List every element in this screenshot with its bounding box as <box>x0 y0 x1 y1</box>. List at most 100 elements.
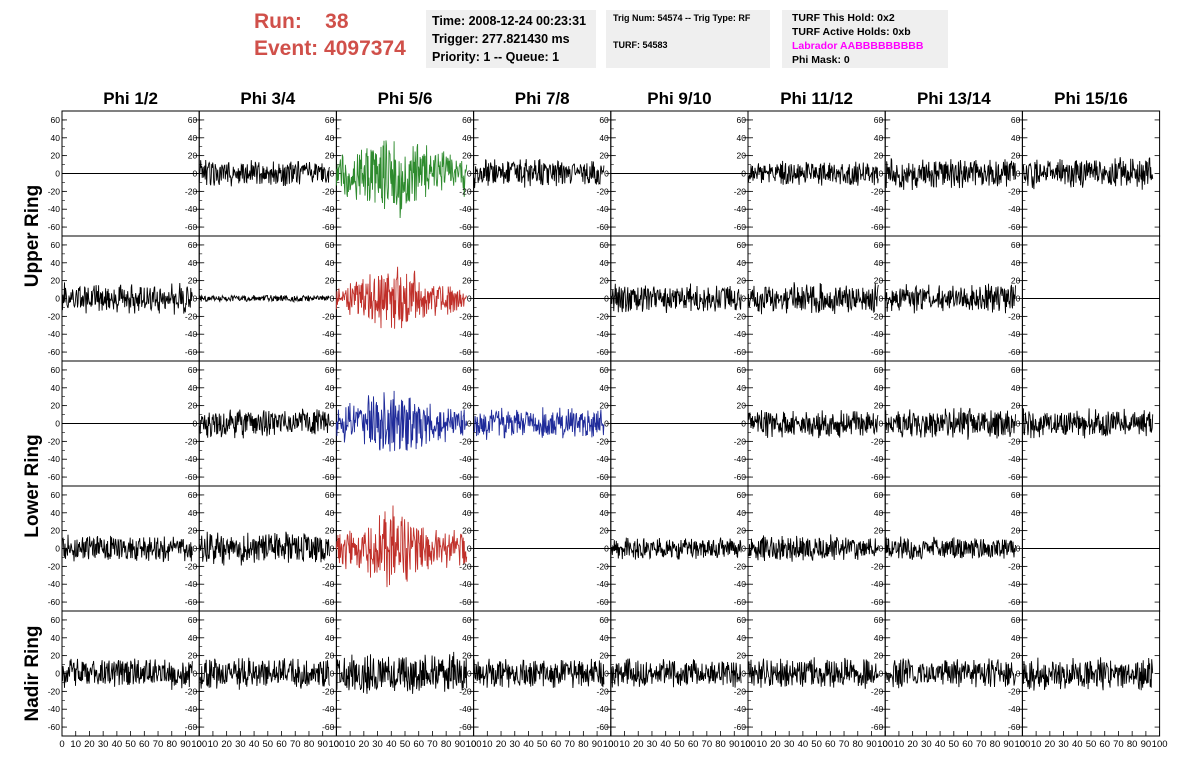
y-tick-label: 60 <box>462 365 472 375</box>
x-tick-label: 50 <box>263 739 274 750</box>
y-tick-label: 20 <box>599 651 609 661</box>
y-tick-label: -60 <box>734 347 747 357</box>
y-tick-label: 0 <box>55 294 60 304</box>
x-tick-label: 50 <box>949 739 960 750</box>
y-tick-label: 60 <box>462 490 472 500</box>
y-tick-label: 40 <box>51 258 61 268</box>
y-tick-label: 0 <box>741 294 746 304</box>
y-tick-label: -20 <box>322 561 335 571</box>
y-tick-label: 0 <box>192 544 197 554</box>
y-tick-label: 60 <box>1011 615 1021 625</box>
y-tick-label: 20 <box>462 526 472 536</box>
y-tick-label: -20 <box>48 186 61 196</box>
x-tick-label: 40 <box>660 739 671 750</box>
y-tick-label: -60 <box>322 722 335 732</box>
y-tick-label: 60 <box>737 490 747 500</box>
x-tick-label: 80 <box>166 739 177 750</box>
y-tick-label: 20 <box>737 526 747 536</box>
x-tick-label: 50 <box>1086 739 1097 750</box>
y-tick-label: -40 <box>597 329 610 339</box>
y-tick-label: 0 <box>330 169 335 179</box>
waveform-trace <box>335 651 468 694</box>
y-tick-label: 0 <box>604 419 609 429</box>
waveform-trace <box>1021 657 1154 691</box>
y-tick-label: 20 <box>325 526 335 536</box>
x-tick-label: 80 <box>1127 739 1138 750</box>
run-event-block: Run: 38 Event: 4097374 <box>254 8 406 62</box>
x-tick-label: 10 <box>619 739 630 750</box>
y-tick-label: 40 <box>874 258 884 268</box>
y-tick-label: 60 <box>1011 365 1021 375</box>
y-tick-label: 0 <box>604 544 609 554</box>
waveform-trace <box>884 407 1016 440</box>
y-tick-label: -40 <box>48 454 61 464</box>
y-tick-label: 20 <box>874 276 884 286</box>
y-tick-label: -40 <box>734 329 747 339</box>
y-tick-label: -40 <box>871 454 884 464</box>
y-tick-label: 20 <box>51 651 61 661</box>
x-tick-label: 70 <box>153 739 164 750</box>
y-tick-label: 60 <box>737 365 747 375</box>
y-tick-label: -40 <box>871 329 884 339</box>
y-tick-label: -20 <box>185 686 198 696</box>
x-tick-label: 20 <box>84 739 95 750</box>
y-tick-label: 0 <box>330 544 335 554</box>
y-tick-label: 0 <box>330 669 335 679</box>
turf-info-box: TURF This Hold: 0x2 TURF Active Holds: 0… <box>782 10 948 68</box>
y-tick-label: -20 <box>1008 186 1021 196</box>
x-tick-label: 100 <box>740 739 756 750</box>
x-tick-label: 0 <box>197 739 202 750</box>
y-tick-label: -60 <box>597 722 610 732</box>
x-tick-label: 80 <box>304 739 315 750</box>
y-tick-label: -20 <box>185 311 198 321</box>
x-tick-label: 30 <box>647 739 658 750</box>
y-tick-label: -60 <box>459 347 472 357</box>
y-tick-label: -60 <box>1008 222 1021 232</box>
y-tick-label: -20 <box>1008 436 1021 446</box>
y-tick-label: 20 <box>462 151 472 161</box>
x-tick-label: 10 <box>1031 739 1042 750</box>
y-tick-label: -60 <box>871 347 884 357</box>
y-tick-label: 60 <box>737 615 747 625</box>
waveform-trace <box>747 534 879 562</box>
y-tick-label: -20 <box>322 436 335 446</box>
y-tick-label: 60 <box>599 490 609 500</box>
y-tick-label: -40 <box>1008 454 1021 464</box>
waveform-trace <box>1021 157 1154 190</box>
y-tick-label: -60 <box>597 347 610 357</box>
y-tick-label: -40 <box>185 454 198 464</box>
y-tick-label: 40 <box>599 133 609 143</box>
y-tick-label: -40 <box>734 204 747 214</box>
y-tick-label: -60 <box>597 597 610 607</box>
y-tick-label: 60 <box>874 490 884 500</box>
x-tick-label: 40 <box>112 739 123 750</box>
y-tick-label: -40 <box>734 704 747 714</box>
y-tick-label: -40 <box>459 454 472 464</box>
y-tick-label: -20 <box>1008 311 1021 321</box>
y-tick-label: 60 <box>51 615 61 625</box>
y-tick-label: 60 <box>462 115 472 125</box>
waveform-trace <box>335 390 468 452</box>
y-tick-label: -20 <box>322 311 335 321</box>
y-tick-label: 20 <box>1011 401 1021 411</box>
y-tick-label: -60 <box>871 722 884 732</box>
y-tick-label: 60 <box>325 240 335 250</box>
time-info-box: Time: 2008-12-24 00:23:31 Trigger: 277.8… <box>426 10 596 68</box>
waveform-trace <box>885 283 1016 314</box>
x-tick-label: 10 <box>482 739 493 750</box>
y-tick-label: -60 <box>734 222 747 232</box>
y-tick-label: 40 <box>51 133 61 143</box>
row-label: Nadir Ring <box>22 625 43 721</box>
y-tick-label: 40 <box>874 383 884 393</box>
x-tick-label: 60 <box>413 739 424 750</box>
y-tick-label: 40 <box>874 633 884 643</box>
y-tick-label: 20 <box>599 276 609 286</box>
y-tick-label: -60 <box>734 472 747 482</box>
x-tick-label: 70 <box>976 739 987 750</box>
y-tick-label: 20 <box>188 526 198 536</box>
y-tick-label: -40 <box>1008 329 1021 339</box>
x-tick-label: 50 <box>674 739 685 750</box>
waveform-trace <box>61 534 193 563</box>
y-tick-label: -20 <box>48 686 61 696</box>
trigger-text: Trigger: 277.821430 ms <box>432 32 570 46</box>
